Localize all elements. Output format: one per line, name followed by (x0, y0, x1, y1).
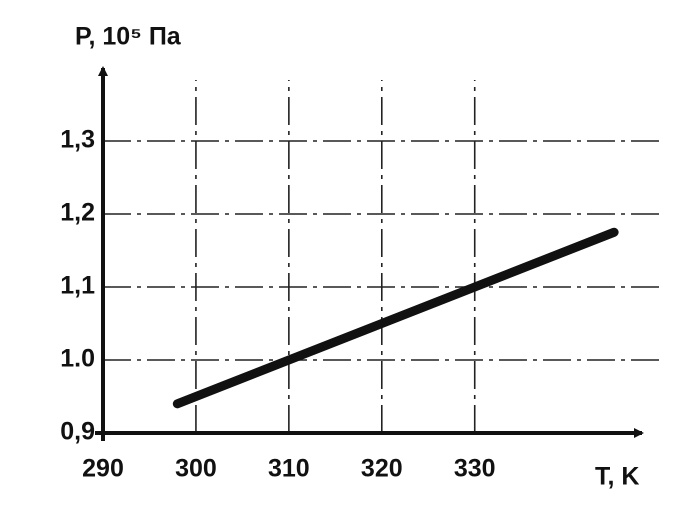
x-axis-label: T, K (595, 463, 639, 491)
y-tick-label: 1,1 (60, 272, 95, 300)
x-tick-label: 320 (361, 455, 403, 483)
y-tick-label: 1.0 (60, 345, 95, 373)
x-tick-label: 300 (175, 455, 217, 483)
x-tick-label: 330 (454, 455, 496, 483)
y-tick-label: 1,2 (60, 199, 95, 227)
x-tick-label: 310 (268, 455, 310, 483)
y-tick-label: 0,9 (60, 418, 95, 446)
data-line (172, 227, 619, 409)
y-tick-label: 1,3 (60, 126, 95, 154)
y-axis-label: P, 10⁵ Па (75, 23, 182, 51)
x-tick-label: 290 (82, 455, 124, 483)
